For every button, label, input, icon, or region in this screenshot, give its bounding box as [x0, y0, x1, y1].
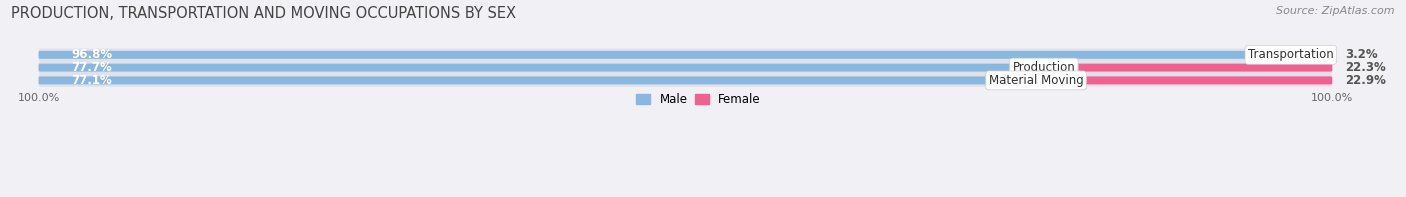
FancyBboxPatch shape [38, 74, 1333, 87]
FancyBboxPatch shape [38, 51, 1291, 59]
Text: 22.9%: 22.9% [1346, 74, 1386, 87]
Text: Source: ZipAtlas.com: Source: ZipAtlas.com [1277, 6, 1395, 16]
Text: PRODUCTION, TRANSPORTATION AND MOVING OCCUPATIONS BY SEX: PRODUCTION, TRANSPORTATION AND MOVING OC… [11, 6, 516, 21]
Legend: Male, Female: Male, Female [636, 93, 761, 106]
Text: 77.7%: 77.7% [70, 61, 111, 74]
FancyBboxPatch shape [38, 49, 1333, 61]
FancyBboxPatch shape [1291, 51, 1333, 59]
Text: 77.1%: 77.1% [70, 74, 111, 87]
Text: Transportation: Transportation [1249, 48, 1334, 61]
Text: 3.2%: 3.2% [1346, 48, 1378, 61]
Text: 96.8%: 96.8% [70, 48, 112, 61]
FancyBboxPatch shape [1043, 64, 1333, 72]
Text: Material Moving: Material Moving [988, 74, 1084, 87]
FancyBboxPatch shape [38, 76, 1036, 84]
FancyBboxPatch shape [1036, 76, 1333, 84]
FancyBboxPatch shape [38, 64, 1043, 72]
FancyBboxPatch shape [38, 61, 1333, 74]
Text: 22.3%: 22.3% [1346, 61, 1386, 74]
Text: Production: Production [1012, 61, 1076, 74]
